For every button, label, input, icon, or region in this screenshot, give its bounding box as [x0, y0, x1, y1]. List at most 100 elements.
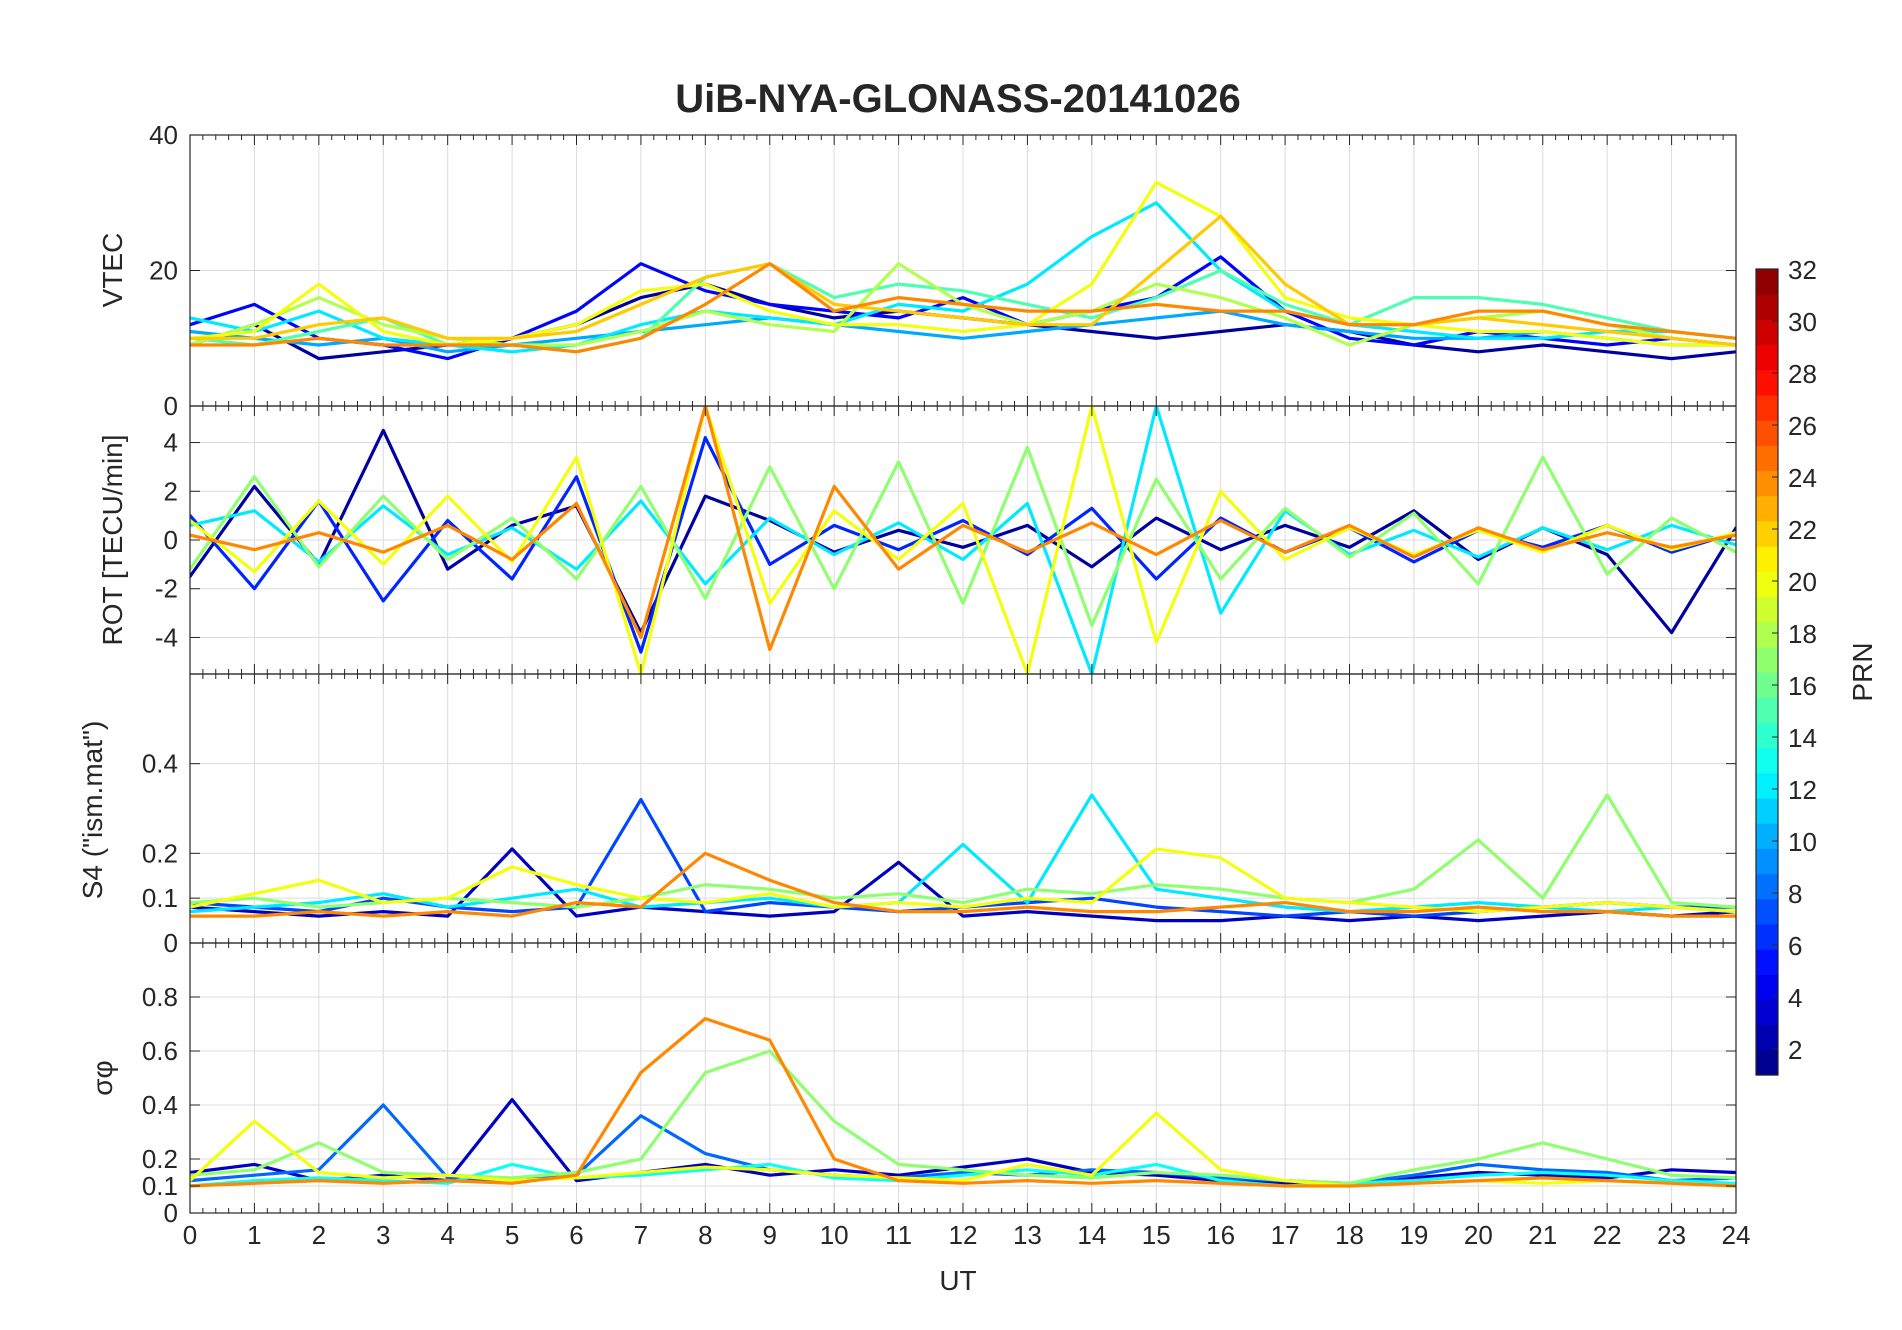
colorbar-tick-label: 20: [1788, 567, 1817, 597]
colorbar-swatch: [1756, 420, 1778, 446]
y-axis-label: σφ: [87, 1060, 118, 1095]
x-tick-label: 16: [1206, 1220, 1235, 1250]
series-group: [190, 793, 1736, 923]
colorbar-swatch: [1756, 797, 1778, 824]
series-line-prn-24: [190, 262, 1736, 354]
colorbar-swatch: [1756, 596, 1778, 623]
colorbar-tick-label: 16: [1788, 671, 1817, 701]
panel-2: -4 -2 0 2 4 ROT [TECU/min]: [97, 405, 1737, 675]
series-line-prn-13: [190, 1162, 1736, 1188]
x-tick-label: 0: [183, 1220, 197, 1250]
series-line-prn-12: [190, 406, 1736, 674]
y-tick-label: 0.6: [142, 1036, 178, 1066]
y-tick-label: 20: [149, 256, 178, 286]
colorbar-tick-label: 28: [1788, 359, 1817, 389]
colorbar-swatch: [1756, 294, 1778, 320]
x-tick-label: 5: [505, 1220, 519, 1250]
panel-3: 0 0.1 0.2 0.4 S4 ("ism.mat"): [77, 673, 1737, 958]
colorbar-tick-label: 2: [1788, 1035, 1802, 1065]
y-axis-label: ROT [TECU/min]: [97, 434, 128, 645]
y-tick-label: 4: [164, 428, 178, 458]
y-tick-label: -4: [155, 622, 178, 652]
series-line-prn-2: [190, 428, 1736, 635]
series-line-prn-22: [190, 214, 1736, 347]
colorbar-swatch: [1756, 344, 1778, 371]
series-line-prn-3: [190, 847, 1736, 923]
colorbar-swatch: [1756, 546, 1778, 572]
series-line-prn-24: [190, 1016, 1736, 1188]
series-line-prn-17: [190, 445, 1736, 627]
x-tick-label: 2: [312, 1220, 326, 1250]
y-tick-label: 0: [164, 525, 178, 555]
x-tick-label: 18: [1335, 1220, 1364, 1250]
x-tick-label: 21: [1528, 1220, 1557, 1250]
panel-4: 00.10.2 0.4 0.6 0.8 σφ: [87, 942, 1737, 1228]
y-tick-label: 0.1: [142, 1171, 178, 1201]
series-line-prn-20: [190, 847, 1736, 914]
series-group: [190, 1016, 1736, 1188]
colorbar-swatch: [1756, 873, 1778, 900]
x-tick-label: 12: [949, 1220, 978, 1250]
x-tick-label: 7: [634, 1220, 648, 1250]
x-tick-label: 24: [1722, 1220, 1751, 1250]
colorbar-tick-label: 30: [1788, 307, 1817, 337]
colorbar-swatch: [1756, 923, 1778, 950]
colorbar-swatch: [1756, 1024, 1778, 1051]
y-tick-label: 0.8: [142, 982, 178, 1012]
y-tick-label: 0.2: [142, 1144, 178, 1174]
x-tick-label: 10: [820, 1220, 849, 1250]
axis-box: [189, 942, 1737, 1214]
colorbar-tick-label: 22: [1788, 515, 1817, 545]
colorbar-tick-label: 26: [1788, 411, 1817, 441]
series-line-prn-20: [190, 406, 1736, 674]
x-tick-label: 11: [885, 1220, 912, 1250]
colorbar-tick-label: 32: [1788, 255, 1817, 285]
colorbar-swatch: [1756, 672, 1778, 698]
y-axis-label: VTEC: [97, 233, 128, 308]
colorbar-swatch: [1756, 621, 1778, 648]
colorbar-tick-label: 12: [1788, 775, 1817, 805]
colorbar-tick-label: 14: [1788, 723, 1817, 753]
colorbar-swatch: [1756, 898, 1778, 925]
colorbar-swatch: [1756, 495, 1778, 522]
series-group: [190, 406, 1736, 674]
colorbar-swatch: [1756, 394, 1778, 421]
colorbar-swatch: [1756, 823, 1778, 849]
colorbar-swatch: [1756, 772, 1778, 799]
chart-title: UiB-NYA-GLONASS-20141026: [675, 77, 1240, 121]
series-group: [190, 180, 1736, 361]
series-line-prn-8: [190, 1103, 1736, 1185]
x-tick-label: 1: [247, 1220, 261, 1250]
colorbar-swatch: [1756, 1049, 1778, 1076]
x-tick-labels: 0 1 2 3 4 5 6 7 8 9 10 11 12 13 14 15 16 17 18 19 20 21 22 23 24: [183, 1220, 1751, 1250]
colorbar-swatch: [1756, 949, 1778, 975]
y-tick-label: 0: [164, 928, 178, 958]
colorbar-tick-label: 6: [1788, 931, 1802, 961]
x-tick-label: 15: [1142, 1220, 1171, 1250]
y-tick-label: 0: [164, 391, 178, 421]
colorbar-swatch: [1756, 369, 1778, 396]
y-tick-label: 0.4: [142, 1090, 178, 1120]
series-line-prn-24: [190, 406, 1736, 652]
y-tick-label: 0.4: [142, 749, 178, 779]
colorbar-swatch: [1756, 722, 1778, 749]
colorbar-swatch: [1756, 445, 1778, 472]
colorbar-swatch: [1756, 974, 1778, 1001]
x-tick-label: 13: [1013, 1220, 1042, 1250]
colorbar-swatch: [1756, 319, 1778, 346]
colorbar-label: PRN: [1847, 642, 1878, 701]
colorbar-swatch: [1756, 571, 1778, 598]
series-line-prn-12: [190, 793, 1736, 914]
colorbar-tick-label: 18: [1788, 619, 1817, 649]
x-tick-label: 19: [1399, 1220, 1428, 1250]
x-tick-label: 14: [1077, 1220, 1106, 1250]
x-tick-label: 3: [376, 1220, 390, 1250]
colorbar-swatch: [1756, 848, 1778, 875]
series-line-prn-24: [190, 851, 1736, 918]
y-tick-label: 40: [149, 120, 178, 150]
x-tick-label: 17: [1271, 1220, 1300, 1250]
colorbar-swatch: [1756, 697, 1778, 723]
x-tick-label: 20: [1464, 1220, 1493, 1250]
